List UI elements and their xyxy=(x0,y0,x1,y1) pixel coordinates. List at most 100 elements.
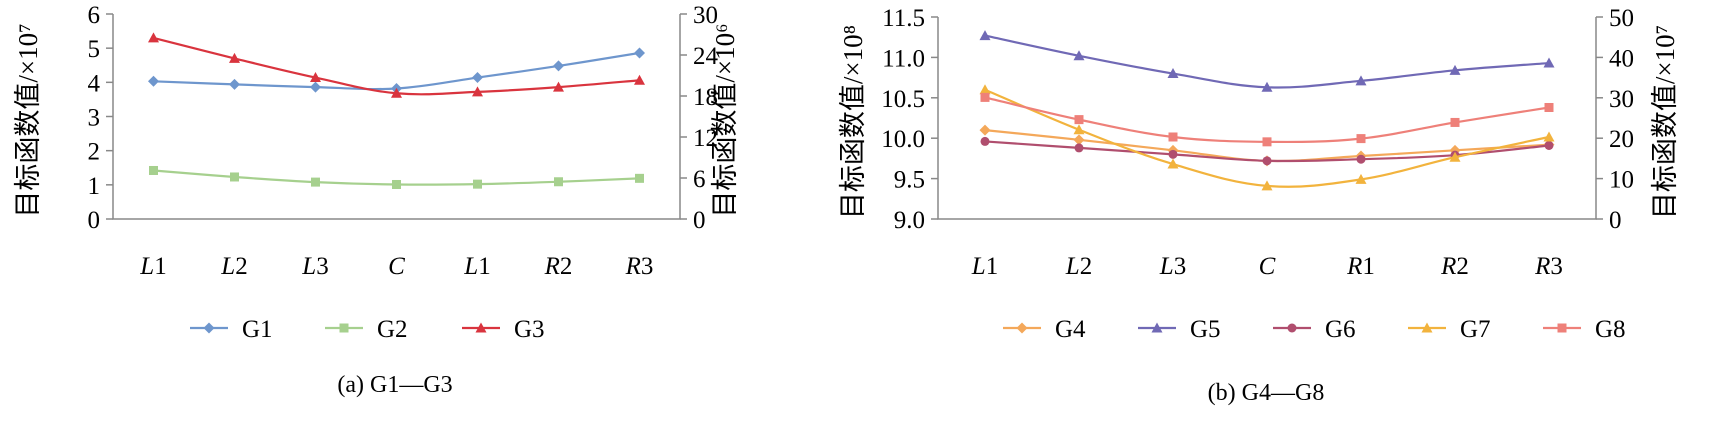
x-tick-label: L1 xyxy=(971,253,998,280)
legend-marker xyxy=(1016,322,1028,334)
x-tick-label: L3 xyxy=(1159,253,1186,280)
axes-frame xyxy=(937,17,1597,220)
data-point-g1 xyxy=(310,81,321,93)
right-tick-label: 20 xyxy=(1609,126,1634,153)
data-point-g7 xyxy=(979,84,991,95)
data-point-g3 xyxy=(553,81,564,92)
right-tick-label: 30 xyxy=(1609,86,1634,113)
data-point-g5 xyxy=(1449,64,1461,75)
left-tick-label: 4 xyxy=(88,70,101,97)
left-tick-label: 3 xyxy=(88,105,101,132)
legend-label: G2 xyxy=(377,316,408,343)
data-point-g3 xyxy=(310,72,321,83)
legend-label: G6 xyxy=(1325,316,1356,343)
figure-caption: (a) G1—G3 xyxy=(337,372,452,398)
data-point-g6 xyxy=(1168,149,1178,159)
data-point-g2 xyxy=(635,173,644,183)
x-tick-label: R1 xyxy=(1346,253,1375,280)
x-tick-label: R3 xyxy=(1534,253,1563,280)
series-g5 xyxy=(979,30,1555,92)
legend-label: G4 xyxy=(1055,316,1086,343)
x-tick-label: C xyxy=(1259,253,1276,280)
data-point-g3 xyxy=(472,86,483,97)
data-point-g7 xyxy=(1261,180,1273,191)
data-point-g1 xyxy=(634,47,645,59)
left-tick-label: 11.5 xyxy=(882,5,925,32)
legend-item-g3: G3 xyxy=(462,316,545,343)
data-point-g1 xyxy=(472,72,483,84)
left-tick-label: 1 xyxy=(88,173,101,200)
data-point-g7 xyxy=(1449,151,1461,162)
x-tick-label: R2 xyxy=(544,253,573,280)
legend-marker xyxy=(1557,323,1567,333)
right-tick-label: 24 xyxy=(693,43,719,70)
data-point-g7 xyxy=(1355,173,1367,184)
legend-marker xyxy=(475,322,487,333)
data-point-g6 xyxy=(1262,156,1272,166)
right-tick-label: 0 xyxy=(693,207,706,234)
figure-caption: (b) G4—G8 xyxy=(1208,380,1325,406)
legend-label: G5 xyxy=(1190,316,1221,343)
left-tick-label: 9.0 xyxy=(894,207,925,234)
right-tick-label: 12 xyxy=(693,125,718,152)
data-point-g2 xyxy=(311,177,320,187)
y-axis-title-right: 目标函数值/×10⁷ xyxy=(1650,25,1680,219)
left-tick-label: 10.0 xyxy=(881,126,925,153)
data-point-g2 xyxy=(230,172,239,182)
legend-marker xyxy=(1421,322,1433,333)
data-point-g6 xyxy=(980,136,990,146)
x-tick-label: R3 xyxy=(625,253,654,280)
data-point-g3 xyxy=(391,87,402,98)
data-point-g8 xyxy=(1262,137,1272,147)
data-point-g3 xyxy=(634,74,645,85)
data-point-g2 xyxy=(473,179,482,189)
legend-label: G1 xyxy=(242,316,273,343)
right-tick-label: 40 xyxy=(1609,45,1634,72)
data-point-g8 xyxy=(1074,115,1084,125)
data-point-g2 xyxy=(392,179,401,189)
data-point-g8 xyxy=(980,92,990,102)
data-point-g8 xyxy=(1168,132,1178,142)
y-axis-title-left: 目标函数值/×10⁸ xyxy=(838,25,868,219)
legend-marker xyxy=(1287,323,1297,333)
data-point-g3 xyxy=(148,32,159,43)
data-point-g5 xyxy=(1355,75,1367,86)
data-point-g3 xyxy=(229,52,240,63)
legend-item-g5: G5 xyxy=(1138,316,1221,343)
left-tick-label: 5 xyxy=(88,36,101,63)
data-point-g6 xyxy=(1356,154,1366,164)
series-g3 xyxy=(148,32,645,98)
legend-label: G3 xyxy=(514,316,545,343)
legend-item-g4: G4 xyxy=(1003,316,1086,343)
x-tick-label: C xyxy=(388,253,405,280)
legend-item-g8: G8 xyxy=(1543,316,1626,343)
legend-item-g2: G2 xyxy=(325,316,408,343)
data-point-g5 xyxy=(1543,57,1555,68)
legend-item-g6: G6 xyxy=(1273,316,1356,343)
data-point-g7 xyxy=(1073,124,1085,135)
legend-item-g1: G1 xyxy=(190,316,273,343)
left-tick-label: 0 xyxy=(88,207,101,234)
right-tick-label: 0 xyxy=(1609,207,1622,234)
data-point-g8 xyxy=(1544,102,1554,112)
series-g7 xyxy=(979,84,1555,191)
y-axis-title-right: 目标函数值/×10⁶ xyxy=(710,23,740,217)
legend-marker xyxy=(339,323,349,333)
right-tick-label: 18 xyxy=(693,84,718,111)
right-tick-label: 30 xyxy=(693,2,718,29)
left-tick-label: 2 xyxy=(88,139,101,166)
data-point-g4 xyxy=(1073,134,1085,146)
series-line-g5 xyxy=(984,34,1550,89)
data-point-g1 xyxy=(553,60,564,72)
series-g8 xyxy=(980,92,1554,147)
data-point-g5 xyxy=(1167,68,1179,79)
x-tick-label: L1 xyxy=(139,253,166,280)
data-point-g2 xyxy=(554,177,563,187)
chart-b: 9.0 9.5 10.0 10.5 11.0 11.5 0 10 20 30 40 50 L1 L2 L3 C… xyxy=(838,5,1680,406)
left-tick-label: 9.5 xyxy=(894,167,925,194)
data-point-g7 xyxy=(1543,131,1555,142)
data-point-g5 xyxy=(1261,81,1273,92)
x-tick-label: R2 xyxy=(1440,253,1469,280)
data-point-g7 xyxy=(1167,158,1179,169)
